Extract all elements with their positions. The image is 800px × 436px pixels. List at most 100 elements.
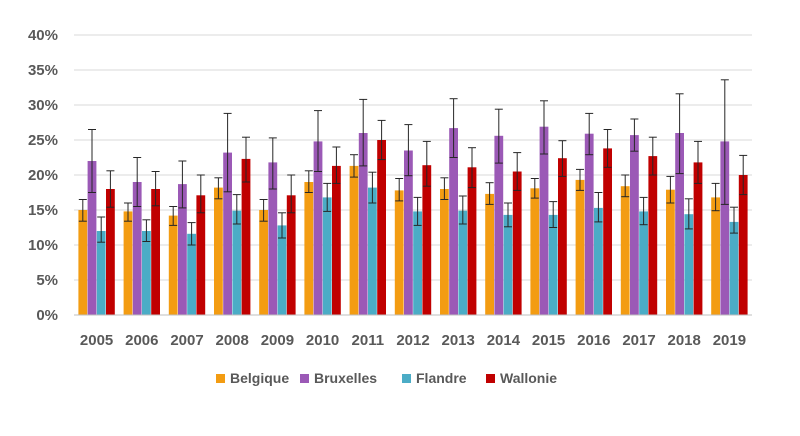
- x-tick-label: 2014: [487, 332, 521, 349]
- bar: [223, 152, 232, 315]
- bar: [575, 179, 585, 315]
- bar: [440, 189, 449, 315]
- y-tick-label: 35%: [28, 62, 58, 79]
- bar: [675, 133, 684, 315]
- bar: [738, 175, 748, 315]
- bar: [178, 184, 187, 315]
- bar: [96, 231, 106, 315]
- bar: [485, 193, 494, 315]
- bar: [78, 210, 88, 315]
- bar: [268, 162, 278, 315]
- bars: [78, 126, 748, 315]
- x-axis-ticks: 2005 2006 2007 2008 2009 2010 2011 2012 2013 2014…: [80, 332, 746, 349]
- bar: [377, 140, 386, 315]
- bar: [368, 187, 377, 315]
- bar: [684, 214, 694, 315]
- x-tick-label: 2006: [125, 332, 158, 349]
- y-tick-label: 0%: [36, 307, 58, 324]
- bar: [530, 188, 540, 315]
- bar: [467, 167, 477, 315]
- x-tick-label: 2007: [170, 332, 203, 349]
- legend: Belgique Bruxelles Flandre Wallonie: [216, 370, 557, 386]
- y-tick-label: 10%: [28, 237, 58, 254]
- bar: [494, 135, 504, 315]
- bar: [313, 141, 323, 315]
- bar: [322, 197, 332, 315]
- bar: [711, 197, 720, 315]
- bar: [214, 187, 223, 315]
- bar: [151, 189, 160, 315]
- y-tick-label: 5%: [36, 272, 58, 289]
- bar: [503, 214, 513, 315]
- bar: [458, 210, 468, 315]
- legend-swatch: [216, 374, 225, 383]
- bar: [168, 215, 178, 315]
- bar: [259, 210, 268, 315]
- bar: [349, 165, 359, 315]
- x-tick-label: 2019: [713, 332, 746, 349]
- legend-swatch: [402, 374, 411, 383]
- legend-swatch: [486, 374, 495, 383]
- bar: [394, 190, 404, 315]
- bar: [620, 186, 630, 315]
- bar: [729, 221, 739, 315]
- x-tick-label: 2010: [306, 332, 339, 349]
- legend-label: Wallonie: [500, 370, 557, 386]
- bar: [358, 133, 368, 315]
- bar: [87, 161, 97, 315]
- x-tick-label: 2017: [622, 332, 655, 349]
- y-tick-label: 30%: [28, 97, 58, 114]
- y-tick-label: 25%: [28, 132, 58, 149]
- legend-label: Bruxelles: [314, 370, 377, 386]
- bar: [232, 210, 242, 315]
- error-bars: [78, 79, 748, 246]
- bar: [666, 189, 675, 315]
- bar: [106, 189, 115, 315]
- bar: [449, 128, 458, 315]
- x-tick-label: 2009: [261, 332, 294, 349]
- bar: [187, 233, 196, 315]
- legend-label: Flandre: [416, 370, 467, 386]
- gridlines: [74, 34, 752, 281]
- legend-label: Belgique: [230, 370, 289, 386]
- bar: [304, 182, 314, 315]
- bar: [539, 126, 549, 315]
- bar: [241, 158, 251, 315]
- bar: [413, 211, 422, 315]
- bar: [594, 207, 603, 315]
- bar: [693, 162, 703, 315]
- bar: [196, 195, 206, 315]
- bar: [404, 150, 413, 315]
- bar: [630, 135, 639, 315]
- bar: [277, 225, 287, 315]
- bar: [512, 171, 522, 315]
- bar: [332, 165, 341, 315]
- bar: [123, 211, 133, 315]
- bar: [132, 182, 142, 315]
- x-tick-label: 2012: [396, 332, 429, 349]
- x-tick-label: 2008: [216, 332, 249, 349]
- bar: [639, 211, 648, 315]
- x-tick-label: 2005: [80, 332, 113, 349]
- y-tick-label: 15%: [28, 202, 58, 219]
- bar: [720, 141, 730, 315]
- x-tick-label: 2011: [352, 332, 385, 349]
- y-tick-label: 40%: [28, 27, 58, 44]
- x-tick-label: 2013: [442, 332, 475, 349]
- bar: [558, 158, 567, 315]
- bar: [603, 148, 612, 315]
- bar: [548, 214, 558, 315]
- x-tick-label: 2018: [668, 332, 701, 349]
- x-tick-label: 2016: [577, 332, 610, 349]
- y-tick-label: 20%: [28, 167, 58, 184]
- bar: [142, 231, 151, 315]
- x-tick-label: 2015: [532, 332, 565, 349]
- bar: [648, 156, 658, 315]
- y-axis-ticks: 0% 5% 10% 15% 20% 25% 30% 35% 40%: [28, 27, 58, 324]
- bar: [422, 165, 432, 315]
- bar: [286, 195, 296, 315]
- bar: [584, 133, 594, 315]
- legend-swatch: [300, 374, 309, 383]
